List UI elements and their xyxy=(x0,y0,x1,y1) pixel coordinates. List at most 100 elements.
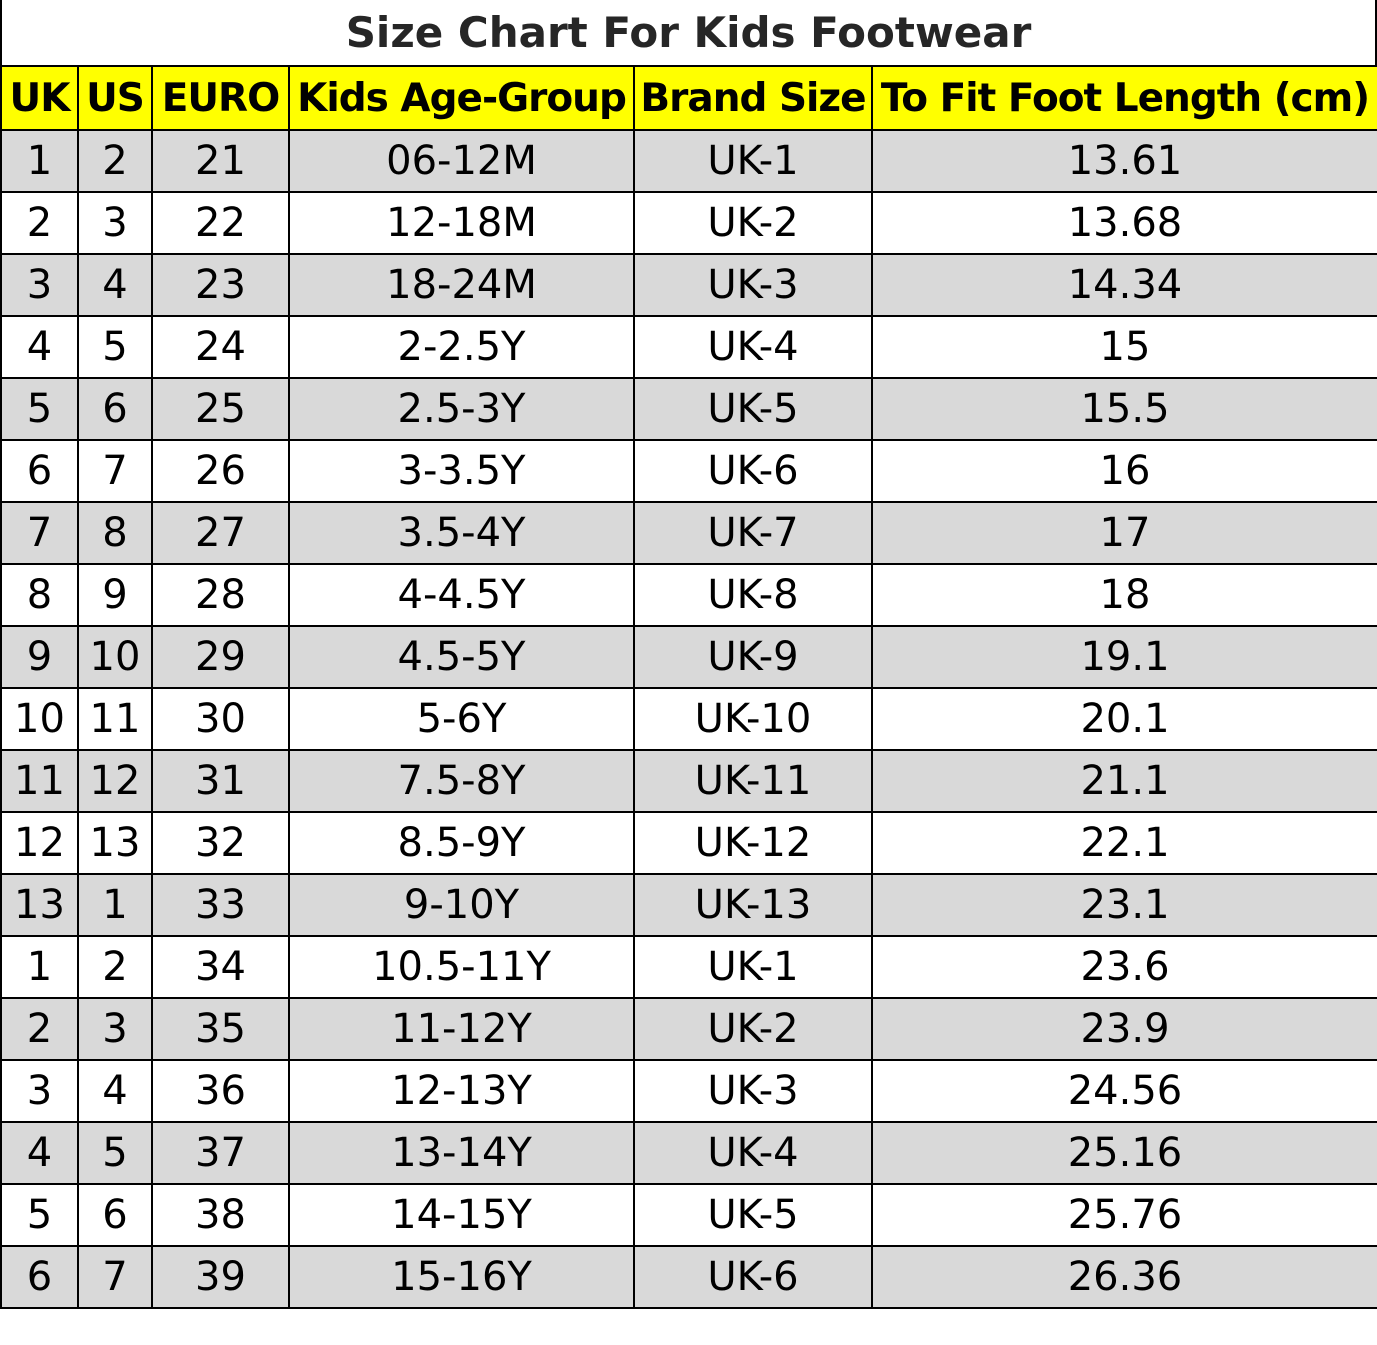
cell-age-group: 18-24M xyxy=(288,253,635,317)
cell-euro: 30 xyxy=(151,687,290,751)
cell-uk: 5 xyxy=(0,377,79,441)
cell-brand-size: UK-2 xyxy=(633,191,873,255)
cell-foot-length: 25.76 xyxy=(871,1183,1377,1247)
cell-brand-size: UK-7 xyxy=(633,501,873,565)
cell-uk: 10 xyxy=(0,687,79,751)
cell-uk: 1 xyxy=(0,935,79,999)
cell-euro: 39 xyxy=(151,1245,290,1309)
cell-uk: 6 xyxy=(0,439,79,503)
cell-age-group: 4-4.5Y xyxy=(288,563,635,627)
header-uk: UK xyxy=(0,65,79,131)
cell-euro: 33 xyxy=(151,873,290,937)
cell-brand-size: UK-1 xyxy=(633,129,873,193)
cell-foot-length: 17 xyxy=(871,501,1377,565)
cell-age-group: 9-10Y xyxy=(288,873,635,937)
table-row: 12 13 32 8.5-9Y UK-12 22.1 xyxy=(0,811,1377,875)
header-euro: EURO xyxy=(151,65,290,131)
cell-age-group: 06-12M xyxy=(288,129,635,193)
cell-brand-size: UK-4 xyxy=(633,1121,873,1185)
header-brand-size: Brand Size xyxy=(633,65,873,131)
cell-brand-size: UK-12 xyxy=(633,811,873,875)
header-us: US xyxy=(77,65,153,131)
cell-uk: 8 xyxy=(0,563,79,627)
cell-uk: 1 xyxy=(0,129,79,193)
cell-euro: 36 xyxy=(151,1059,290,1123)
cell-foot-length: 23.6 xyxy=(871,935,1377,999)
cell-uk: 7 xyxy=(0,501,79,565)
cell-foot-length: 14.34 xyxy=(871,253,1377,317)
cell-foot-length: 25.16 xyxy=(871,1121,1377,1185)
cell-us: 10 xyxy=(77,625,153,689)
cell-brand-size: UK-13 xyxy=(633,873,873,937)
cell-us: 7 xyxy=(77,439,153,503)
cell-euro: 38 xyxy=(151,1183,290,1247)
cell-us: 6 xyxy=(77,1183,153,1247)
cell-brand-size: UK-10 xyxy=(633,687,873,751)
cell-brand-size: UK-11 xyxy=(633,749,873,813)
cell-uk: 9 xyxy=(0,625,79,689)
cell-foot-length: 21.1 xyxy=(871,749,1377,813)
cell-uk: 2 xyxy=(0,191,79,255)
cell-euro: 27 xyxy=(151,501,290,565)
cell-age-group: 2-2.5Y xyxy=(288,315,635,379)
cell-foot-length: 13.68 xyxy=(871,191,1377,255)
cell-brand-size: UK-8 xyxy=(633,563,873,627)
cell-brand-size: UK-9 xyxy=(633,625,873,689)
cell-brand-size: UK-2 xyxy=(633,997,873,1061)
cell-euro: 32 xyxy=(151,811,290,875)
table-row: 9 10 29 4.5-5Y UK-9 19.1 xyxy=(0,625,1377,689)
cell-euro: 23 xyxy=(151,253,290,317)
cell-foot-length: 13.61 xyxy=(871,129,1377,193)
table-row: 5 6 38 14-15Y UK-5 25.76 xyxy=(0,1183,1377,1247)
cell-brand-size: UK-3 xyxy=(633,253,873,317)
cell-foot-length: 26.36 xyxy=(871,1245,1377,1309)
cell-age-group: 3-3.5Y xyxy=(288,439,635,503)
table-row: 7 8 27 3.5-4Y UK-7 17 xyxy=(0,501,1377,565)
cell-age-group: 7.5-8Y xyxy=(288,749,635,813)
table-row: 2 3 22 12-18M UK-2 13.68 xyxy=(0,191,1377,255)
cell-age-group: 3.5-4Y xyxy=(288,501,635,565)
cell-us: 9 xyxy=(77,563,153,627)
cell-brand-size: UK-3 xyxy=(633,1059,873,1123)
cell-euro: 21 xyxy=(151,129,290,193)
cell-us: 12 xyxy=(77,749,153,813)
cell-uk: 4 xyxy=(0,315,79,379)
cell-foot-length: 23.9 xyxy=(871,997,1377,1061)
cell-foot-length: 16 xyxy=(871,439,1377,503)
table-row: 2 3 35 11-12Y UK-2 23.9 xyxy=(0,997,1377,1061)
cell-euro: 37 xyxy=(151,1121,290,1185)
cell-age-group: 14-15Y xyxy=(288,1183,635,1247)
cell-age-group: 13-14Y xyxy=(288,1121,635,1185)
cell-age-group: 15-16Y xyxy=(288,1245,635,1309)
cell-us: 7 xyxy=(77,1245,153,1309)
table-row: 10 11 30 5-6Y UK-10 20.1 xyxy=(0,687,1377,751)
cell-foot-length: 18 xyxy=(871,563,1377,627)
cell-us: 2 xyxy=(77,129,153,193)
cell-euro: 28 xyxy=(151,563,290,627)
table-row: 6 7 39 15-16Y UK-6 26.36 xyxy=(0,1245,1377,1309)
table-row: 1 2 34 10.5-11Y UK-1 23.6 xyxy=(0,935,1377,999)
cell-us: 4 xyxy=(77,253,153,317)
cell-us: 8 xyxy=(77,501,153,565)
cell-brand-size: UK-6 xyxy=(633,439,873,503)
cell-foot-length: 15 xyxy=(871,315,1377,379)
cell-foot-length: 20.1 xyxy=(871,687,1377,751)
cell-euro: 26 xyxy=(151,439,290,503)
cell-age-group: 5-6Y xyxy=(288,687,635,751)
cell-us: 3 xyxy=(77,997,153,1061)
table-row: 6 7 26 3-3.5Y UK-6 16 xyxy=(0,439,1377,503)
table-row: 1 2 21 06-12M UK-1 13.61 xyxy=(0,129,1377,193)
cell-brand-size: UK-5 xyxy=(633,1183,873,1247)
cell-euro: 25 xyxy=(151,377,290,441)
cell-uk: 3 xyxy=(0,253,79,317)
cell-uk: 5 xyxy=(0,1183,79,1247)
cell-brand-size: UK-6 xyxy=(633,1245,873,1309)
cell-us: 2 xyxy=(77,935,153,999)
cell-uk: 11 xyxy=(0,749,79,813)
chart-title: Size Chart For Kids Footwear xyxy=(0,0,1377,65)
table-row: 3 4 36 12-13Y UK-3 24.56 xyxy=(0,1059,1377,1123)
cell-foot-length: 19.1 xyxy=(871,625,1377,689)
cell-euro: 31 xyxy=(151,749,290,813)
cell-age-group: 2.5-3Y xyxy=(288,377,635,441)
